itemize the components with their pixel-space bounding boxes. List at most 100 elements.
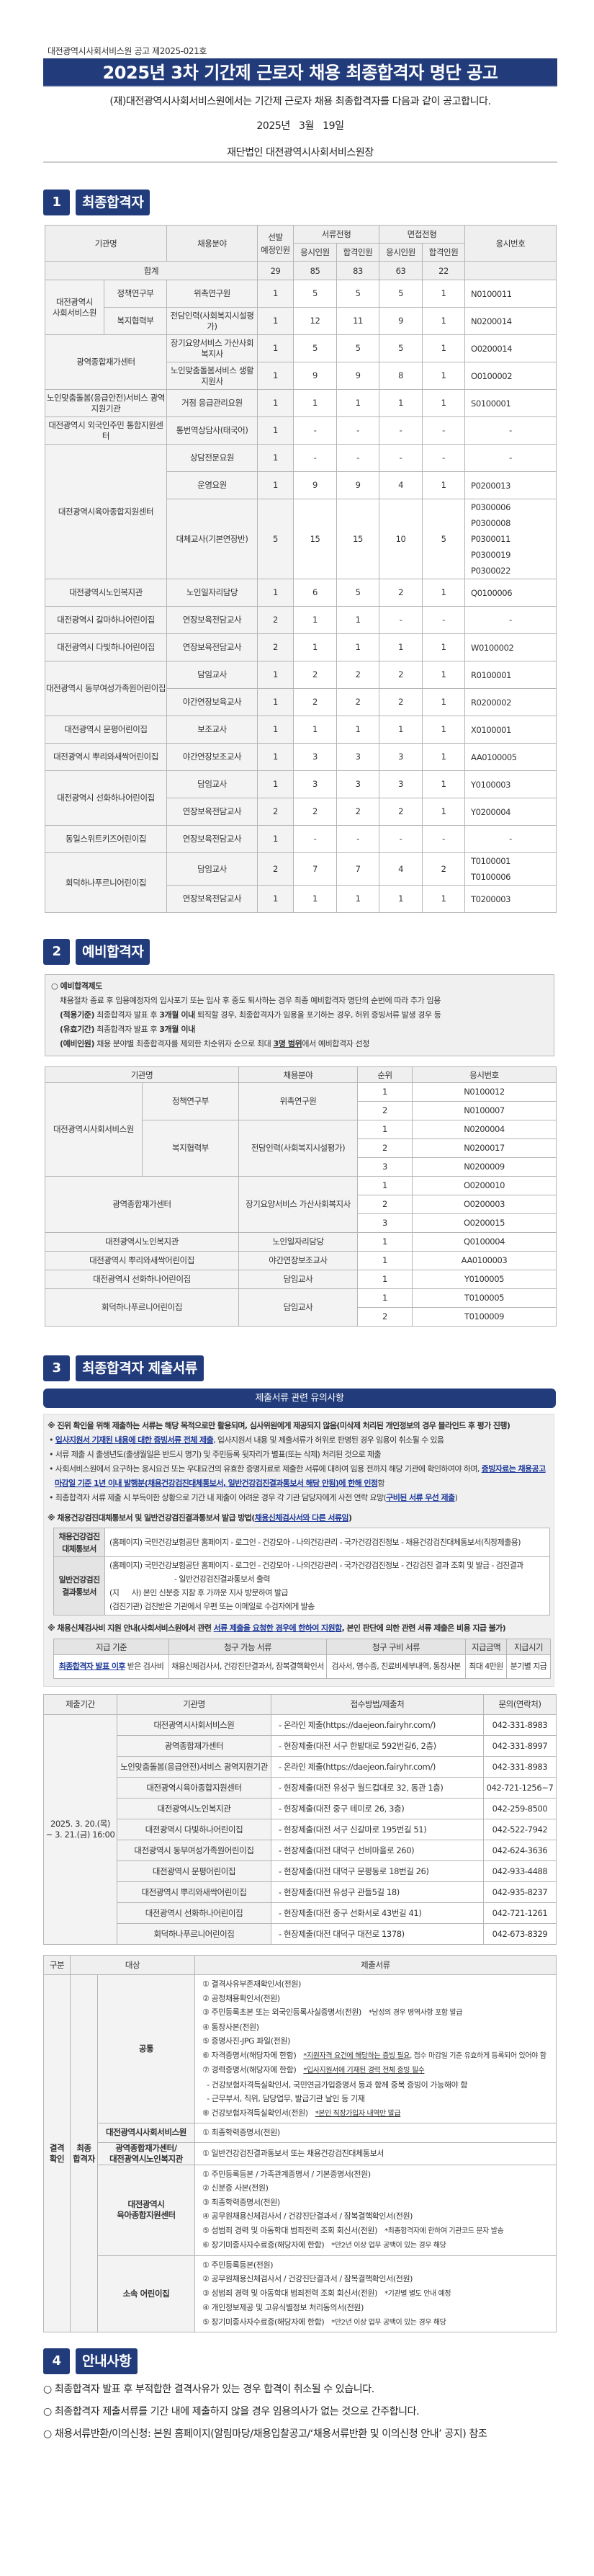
count-value: - (379, 416, 423, 445)
field-name: 위촉연구원 (238, 1082, 359, 1120)
field-name: 통번역상담사(태국어) (166, 416, 258, 445)
contact-phone: 042-259-8500 (483, 1798, 557, 1819)
count-value: 9 (379, 307, 423, 335)
docs-notice-bullet: • 최종합격자 서류 제출 시 부득이한 상황으로 기간 내 제출이 어려운 경… (49, 1493, 458, 1502)
count-value: 3 (293, 743, 338, 771)
applicant-ids: O0100002 (464, 362, 557, 390)
table-row: 회덕하나푸르니어린이집 담임교사 2 7 7 4 2 T0100001 T0100006 (44, 852, 557, 913)
count-value: 1 (422, 334, 466, 362)
rank: 3 (357, 1213, 413, 1233)
col-int-passed: 합격인원 (422, 243, 466, 262)
document-item: ① 일반건강검진결과통보서 또는 채용건강검진대체통보서 (202, 2147, 549, 2161)
col-id: 응시번호 (412, 1066, 557, 1083)
submission-method: - 현장제출(대전 대덕구 문평동로 18번길 26) (271, 1860, 484, 1882)
table-row: 복지협력부 전담인력(사회복지시설평가) 1 12 11 9 1 N0200014 (45, 307, 557, 335)
org-name: 대전광역시 뿌리와새싹어린이집 (44, 1251, 240, 1270)
applicant-ids: R0100001 (464, 661, 557, 689)
table-row: 대전광역시 문평어린이집 보조교사 1 1 1 1 1 X0100001 (44, 716, 557, 744)
document-item: ① 주민등록등본(전원) (202, 2258, 549, 2273)
total-ids (464, 261, 557, 280)
applicant-id: N0200009 (412, 1157, 557, 1177)
applicant-id: N0100012 (412, 1082, 557, 1102)
table-row: 대전광역시 다빛하나어린이집 - 현장제출(대전 서구 신갈마로 195번길 51… (44, 1819, 557, 1840)
field-name: 노인일자리담당 (238, 1232, 359, 1252)
section-2-heading: 2 예비합격자 (43, 939, 557, 965)
med-eligible: 채용신체검사서, 건강진단결과서, 잠복결핵확인서 (168, 1654, 327, 1679)
count-value: 9 (293, 362, 338, 390)
document-list: ① 주민등록등본 / 가족관계증명서 / 기본증명서(전원) ② 신분증 사본(전… (194, 2164, 557, 2256)
org-name: 대전광역시 다빛하나어린이집 (117, 1819, 271, 1840)
count-value: - (293, 416, 338, 445)
submit-first-link[interactable]: 구비된 서류 우선 제출 (386, 1493, 455, 1502)
target-name: 대전광역시사회서비스원 (97, 2123, 195, 2143)
org-name: 대전광역시 동부여성가족원어린이집 (117, 1840, 271, 1861)
count-value: 1 (293, 633, 338, 661)
table-row: 광역종합재가센터 - 현장제출(대전 서구 한밭대로 592번길6, 2층) 042… (44, 1735, 557, 1757)
dept-name: 복지협력부 (103, 307, 168, 335)
documents-table: 구분 대상 제출서류 결격 확인 최종 합격자 공통 ① 결격사유부존재확인서(전원)… (43, 1955, 557, 2332)
document-item: ② 신분증 사본(전원) (202, 2181, 549, 2196)
field-name: 담임교사 (238, 1270, 359, 1289)
document-name: ③ 주민등록초본 또는 외국인등록사실증명서(전원) (202, 2007, 361, 2017)
count-value: 1 (422, 770, 466, 798)
med-timing: 분기별 지급 (506, 1654, 551, 1679)
applicant-id: T0100009 (412, 1307, 557, 1327)
applicant-id: AA0100003 (412, 1251, 557, 1270)
count-value: 1 (379, 633, 423, 661)
count-value: 2 (379, 661, 423, 689)
count-value: 1 (379, 389, 423, 417)
final-results-table: 기관명 채용분야 선발 예정인원 서류전형 면접전형 응시번호 응시인원 합격인… (44, 225, 557, 913)
evidence-link[interactable]: 입사지원서 기재된 내용에 대한 증빙서류 전체 제출 (55, 1435, 214, 1445)
field-name: 담임교사 (238, 1288, 359, 1327)
org-name: 대전광역시사회서비스원 (117, 1714, 271, 1736)
document-name: ② 신분증 사본(전원) (202, 2183, 269, 2193)
count-value: 9 (336, 362, 380, 390)
document-name: ④ 통장사본(전원) (202, 2022, 259, 2032)
submission-method: - 현장제출(대전 중구 테미로 26, 3층) (271, 1798, 484, 1819)
document-name: ① 주민등록등본(전원) (202, 2260, 274, 2270)
org-name: 대전광역시노인복지관 (44, 1232, 240, 1252)
table-row: 대전광역시 문평어린이집 - 현장제출(대전 대덕구 문평동로 18번길 26) 0… (44, 1860, 557, 1882)
rank: 1 (357, 1176, 413, 1195)
applicant-id: N0200017 (412, 1138, 557, 1158)
table-row: 회덕하나푸르니어린이집 담임교사 1 T0100005 (44, 1288, 557, 1327)
count-value: 2 (293, 798, 338, 826)
document-item: ⑧ 건강보험자격득실확인서(전원) *본인 직장가입자 내역만 발급 (202, 2106, 549, 2121)
table-row: 대전광역시사회서비스원 정책연구부 위촉연구원 1 N0100012 (45, 1082, 557, 1177)
count-value: 3 (336, 770, 380, 798)
validity-link[interactable]: 증빙자료는 채용공고 마감일 기준 1년 이내 발행분(채용건강검진대체통보서,… (55, 1464, 546, 1488)
org-name: 대전광역시 뿌리와새싹어린이집 (44, 743, 168, 771)
count-value: 1 (336, 885, 380, 913)
org-name: 대전광역시 문평어린이집 (117, 1860, 271, 1882)
count-value: 1 (257, 280, 294, 308)
field-name: 거점 응급관리요원 (166, 389, 258, 417)
docs-notice-box: ※ 진위 확인을 위해 제출하는 서류는 해당 목적으로만 활용되며, 심사위원… (43, 1414, 554, 1687)
col-org: 기관명 (44, 1066, 240, 1083)
col-method: 접수방법/제출처 (271, 1694, 484, 1715)
count-value: 9 (336, 471, 380, 499)
col-period: 제출기간 (43, 1694, 117, 1715)
applicant-ids: - (464, 416, 557, 445)
field-name: 담임교사 (166, 770, 258, 798)
contact-phone: 042-624-3636 (483, 1840, 557, 1861)
rank: 1 (357, 1232, 413, 1252)
count-value: 1 (257, 825, 294, 853)
field-name: 야간연장보조교사 (238, 1251, 359, 1270)
document-name: ① 주민등록등본 / 가족관계증명서 / 기본증명서(전원) (202, 2169, 371, 2179)
section-number: 4 (43, 2348, 70, 2374)
field-name: 연장보육전담교사 (166, 798, 258, 826)
org-name: 광역종합재가센터 (44, 1176, 240, 1233)
section-title: 최종합격자 제출서류 (76, 1355, 204, 1381)
col-org: 기관명 (117, 1694, 271, 1715)
notice-number: 대전광역시사회서비스원 공고 제2025-021호 (48, 46, 207, 56)
document-name: ③ 성범죄 경력 및 아동학대 범죄전력 조회 회신서(전원) (202, 2288, 378, 2298)
count-value: 1 (257, 743, 294, 771)
document-note: *본인 직장가입자 내역만 발급 (315, 2109, 401, 2118)
table-row: 대전광역시 다빛하나어린이집 연장보육전담교사 2 1 1 1 1 W0100002 (44, 633, 557, 661)
count-value: 1 (257, 471, 294, 499)
field-name: 연장보육전담교사 (166, 885, 258, 913)
table-row: 노인맞춤돌봄(응급안전)서비스 광역지원기관 - 온라인 제출(https://d… (44, 1756, 557, 1778)
table-row: 대전광역시 사회서비스원 정책연구부 위촉연구원 1 5 5 5 1 N0100011 (45, 280, 557, 335)
submission-method: - 현장제출(대전 서구 신갈마로 195번길 51) (271, 1819, 484, 1840)
applicant-ids: Y0100003 (464, 770, 557, 798)
